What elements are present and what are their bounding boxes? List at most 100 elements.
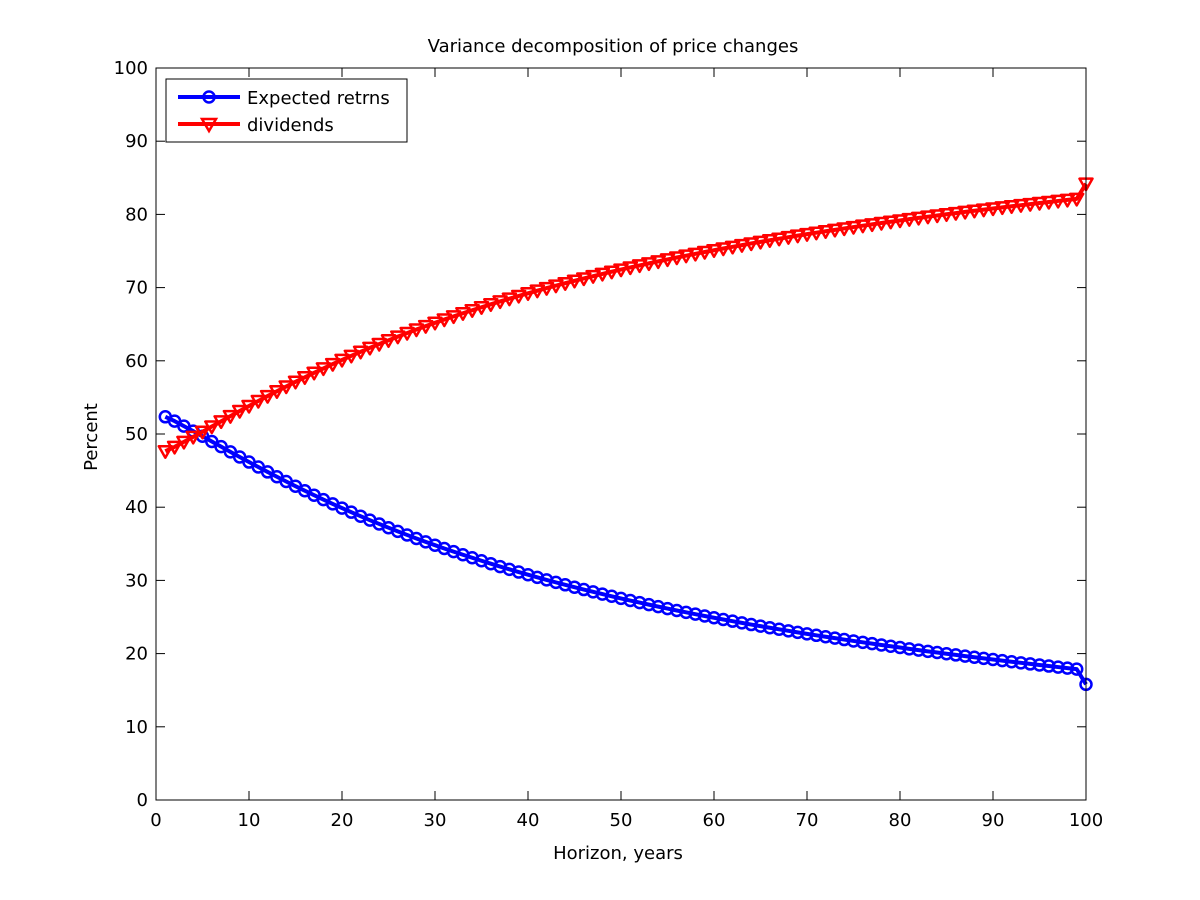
series-dividends (157, 177, 1094, 459)
data-point-dividends (445, 310, 462, 325)
data-point-dividends (455, 306, 471, 321)
data-point-dividends (343, 349, 360, 364)
y-tick-label: 20 (125, 644, 148, 665)
data-point-expected-retrns (967, 650, 982, 665)
data-point-expected-retrns (837, 632, 851, 647)
data-point-dividends (762, 233, 778, 248)
data-point-dividends (371, 337, 387, 352)
data-point-dividends (427, 316, 443, 331)
data-point-dividends (166, 440, 183, 455)
data-point-dividends (259, 389, 276, 404)
data-point-dividends (1059, 193, 1076, 208)
data-point-dividends (678, 249, 694, 264)
data-point-dividends (696, 245, 713, 260)
data-point-expected-retrns (828, 631, 842, 645)
data-point-dividends (817, 224, 834, 239)
data-point-dividends (464, 303, 480, 318)
data-point-expected-retrns (707, 610, 721, 625)
data-point-expected-retrns (809, 628, 824, 643)
data-point-expected-retrns (670, 603, 684, 618)
x-tick-label: 0 (150, 810, 161, 831)
data-point-dividends (659, 253, 676, 268)
data-point-dividends (594, 267, 611, 282)
data-point-dividends (1041, 195, 1057, 210)
data-point-dividends (669, 251, 685, 266)
legend-label-expected-retrns: Expected retrns (247, 88, 390, 109)
data-point-dividends (306, 366, 322, 381)
data-point-dividends (548, 279, 564, 294)
data-point-expected-retrns (930, 645, 944, 660)
data-point-dividends (715, 242, 732, 257)
x-tick-label: 30 (424, 810, 447, 831)
data-point-dividends (585, 269, 601, 284)
x-tick-label: 60 (703, 810, 726, 831)
data-point-dividends (1022, 197, 1038, 212)
data-point-dividends (529, 284, 546, 299)
x-tick-label: 70 (796, 810, 819, 831)
data-point-dividends (845, 220, 862, 235)
data-point-dividends (231, 404, 248, 419)
data-point-dividends (157, 444, 174, 459)
data-point-expected-retrns (790, 625, 805, 640)
data-point-expected-retrns (995, 653, 1010, 668)
data-point-dividends (241, 399, 257, 414)
data-point-dividends (185, 430, 201, 445)
data-point-expected-retrns (772, 622, 786, 637)
data-point-dividends (520, 287, 536, 302)
data-point-dividends (622, 261, 639, 276)
x-tick-label: 50 (610, 810, 633, 831)
x-axis-label: Horizon, years (553, 843, 683, 864)
data-point-expected-retrns (763, 621, 777, 635)
data-point-expected-retrns (818, 630, 833, 644)
data-point-expected-retrns (744, 617, 758, 632)
data-point-expected-retrns (939, 647, 954, 661)
data-point-dividends (603, 265, 620, 280)
data-point-dividends (789, 229, 806, 244)
data-point-dividends (269, 385, 285, 400)
data-point-dividends (501, 292, 518, 307)
data-point-expected-retrns (1004, 654, 1019, 669)
data-point-expected-retrns (716, 612, 731, 627)
data-point-dividends (417, 319, 434, 334)
data-point-dividends (994, 201, 1011, 216)
data-point-expected-retrns (1014, 656, 1028, 670)
y-tick-label: 70 (125, 278, 148, 299)
data-point-dividends (1003, 200, 1020, 215)
data-point-dividends (938, 208, 955, 223)
data-point-dividends (613, 263, 629, 278)
data-point-dividends (408, 323, 425, 338)
data-point-expected-retrns (800, 627, 814, 641)
data-point-expected-retrns (660, 601, 675, 616)
y-tick-label: 90 (125, 131, 148, 152)
data-point-expected-retrns (976, 651, 991, 666)
data-point-dividends (910, 211, 927, 226)
data-point-expected-retrns (958, 649, 972, 663)
plot-area (156, 68, 1086, 800)
data-point-expected-retrns (986, 652, 1000, 667)
data-point-expected-retrns (697, 609, 712, 623)
data-point-dividends (799, 227, 815, 242)
data-point-dividends (929, 209, 945, 224)
data-point-dividends (780, 230, 797, 245)
y-axis-label: Percent (81, 403, 102, 471)
data-point-dividends (882, 215, 899, 230)
data-point-dividends (324, 357, 341, 372)
data-point-dividends (957, 205, 973, 220)
y-tick-label: 40 (125, 497, 148, 518)
data-point-expected-retrns (911, 643, 926, 657)
data-point-expected-retrns (856, 635, 870, 650)
data-point-dividends (873, 216, 890, 231)
y-tick-label: 80 (125, 204, 148, 225)
data-point-expected-retrns (949, 648, 963, 662)
ticks-layer: 0 10 20 30 40 50 60 70 80 90 100 0 10 20 30 40 50 60 70 80 9… (114, 58, 1104, 831)
data-point-dividends (743, 237, 759, 252)
data-point-dividends (334, 353, 350, 368)
legend-label-dividends: dividends (247, 115, 334, 136)
data-point-dividends (827, 223, 843, 238)
data-point-expected-retrns (688, 607, 703, 621)
data-point-expected-retrns (735, 616, 749, 630)
data-point-dividends (734, 238, 750, 253)
y-tick-label: 100 (114, 58, 148, 79)
data-point-dividends (641, 257, 657, 272)
